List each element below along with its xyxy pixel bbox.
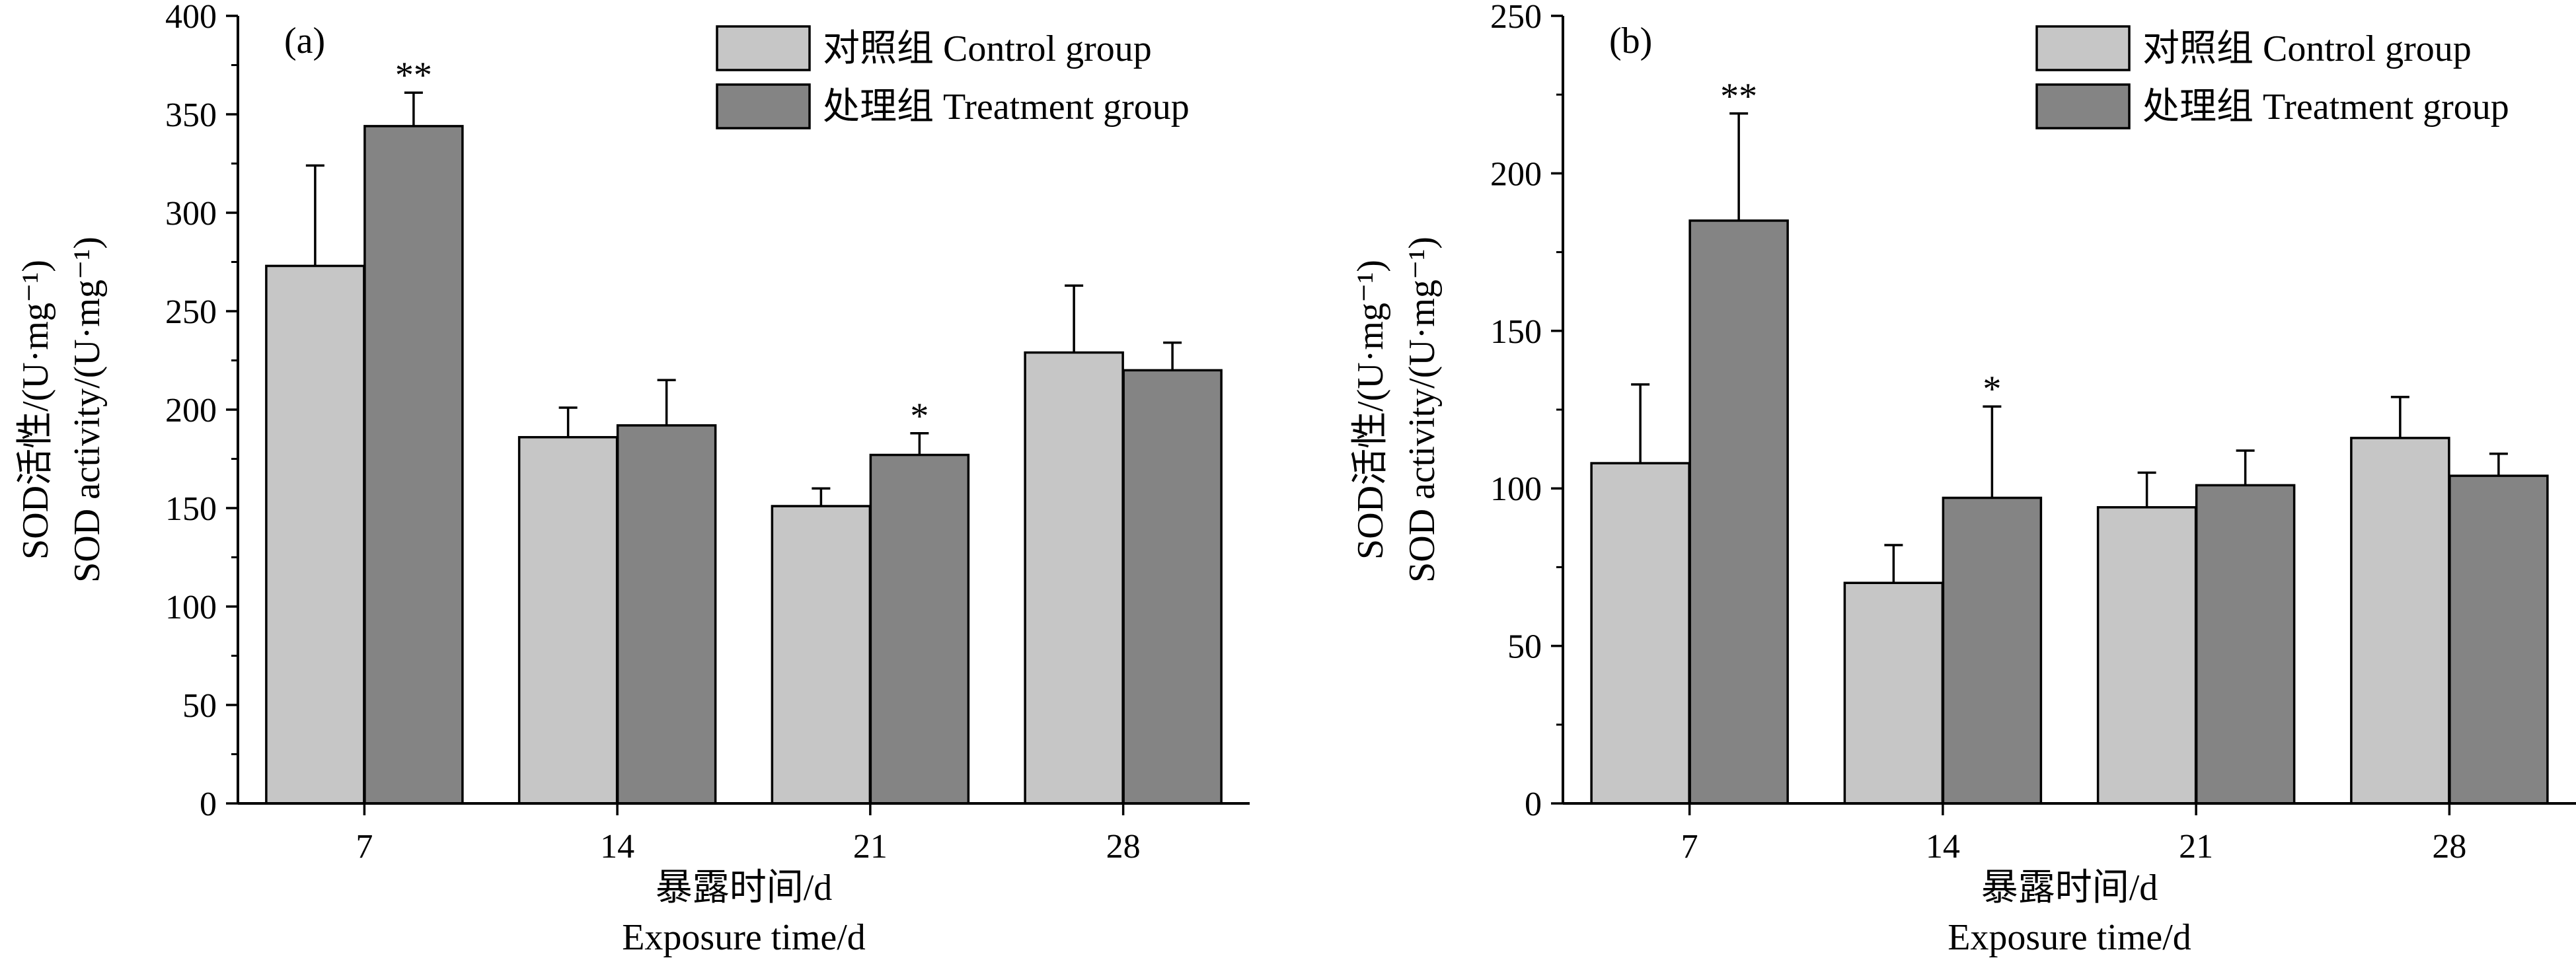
y-tick-label: 150 bbox=[165, 490, 217, 528]
bar-treatment bbox=[616, 424, 717, 805]
y-tick-label: 150 bbox=[1490, 313, 1542, 351]
x-tick-label: 28 bbox=[2432, 828, 2466, 866]
y-tick-label: 100 bbox=[1490, 470, 1542, 508]
y-tick-label: 100 bbox=[165, 589, 217, 626]
bar-treatment bbox=[1122, 369, 1223, 805]
y-tick-label: 50 bbox=[182, 687, 217, 725]
bar-treatment bbox=[2448, 474, 2549, 805]
bar-control bbox=[517, 435, 619, 805]
bar-treatment bbox=[1688, 219, 1789, 805]
bar-control bbox=[1024, 351, 1124, 805]
x-axis-title-zh: 暴露时间/d bbox=[656, 868, 833, 908]
x-tick-label: 28 bbox=[1106, 828, 1141, 866]
significance-mark: ** bbox=[1720, 76, 1757, 117]
significance-mark: ** bbox=[395, 55, 432, 96]
significance-mark: * bbox=[1983, 369, 2001, 410]
y-axis-title-zh: SOD活性/(U·mg⁻¹) bbox=[15, 260, 56, 560]
y-axis-title-en: SOD activity/(U·mg⁻¹) bbox=[67, 237, 108, 583]
y-tick-label: 0 bbox=[1525, 786, 1542, 823]
y-axis-title-en: SOD activity/(U·mg⁻¹) bbox=[1402, 237, 1443, 583]
x-tick-label: 21 bbox=[2179, 828, 2213, 866]
x-axis-title-zh: 暴露时间/d bbox=[1981, 868, 2158, 908]
panel-label: (a) bbox=[284, 20, 325, 61]
y-tick-label: 350 bbox=[165, 96, 217, 134]
panel-label: (b) bbox=[1609, 20, 1652, 61]
legend-label-control: 对照组 Control group bbox=[823, 28, 1152, 69]
x-axis-title-en: Exposure time/d bbox=[1948, 917, 2191, 958]
y-tick-label: 0 bbox=[200, 786, 217, 823]
bar-treatment bbox=[2195, 484, 2296, 805]
bar-control bbox=[265, 264, 365, 805]
bar-control bbox=[1590, 462, 1690, 805]
y-tick-label: 200 bbox=[165, 392, 217, 429]
legend-swatch-treatment bbox=[716, 83, 811, 129]
bar-treatment bbox=[1942, 496, 2043, 805]
legend-swatch-control bbox=[2035, 25, 2131, 71]
x-axis-title-en: Exposure time/d bbox=[622, 917, 866, 958]
bar-control bbox=[771, 505, 872, 805]
y-tick-label: 200 bbox=[1490, 155, 1542, 193]
y-tick-label: 400 bbox=[165, 0, 217, 36]
y-tick-label: 300 bbox=[165, 195, 217, 233]
y-tick-label: 50 bbox=[1507, 628, 1542, 666]
x-tick-label: 14 bbox=[1926, 828, 1960, 866]
legend-label-control: 对照组 Control group bbox=[2142, 28, 2472, 69]
legend-swatch-control bbox=[716, 25, 811, 71]
bar-control bbox=[1843, 581, 1944, 805]
x-tick-label: 7 bbox=[356, 828, 373, 866]
legend-label-treatment: 处理组 Treatment group bbox=[2142, 87, 2509, 128]
x-tick-label: 7 bbox=[1681, 828, 1698, 866]
y-axis-title-zh: SOD活性/(U·mg⁻¹) bbox=[1350, 260, 1391, 560]
bar-treatment bbox=[869, 453, 970, 805]
significance-mark: * bbox=[910, 396, 928, 437]
y-tick-label: 250 bbox=[1490, 0, 1542, 36]
bar-control bbox=[2096, 506, 2197, 805]
x-tick-label: 14 bbox=[600, 828, 634, 866]
x-tick-label: 21 bbox=[853, 828, 888, 866]
bar-treatment bbox=[363, 125, 464, 805]
y-tick-label: 250 bbox=[165, 293, 217, 331]
bar-control bbox=[2350, 437, 2450, 805]
legend-swatch-treatment bbox=[2035, 83, 2131, 129]
legend-label-treatment: 处理组 Treatment group bbox=[823, 87, 1190, 128]
